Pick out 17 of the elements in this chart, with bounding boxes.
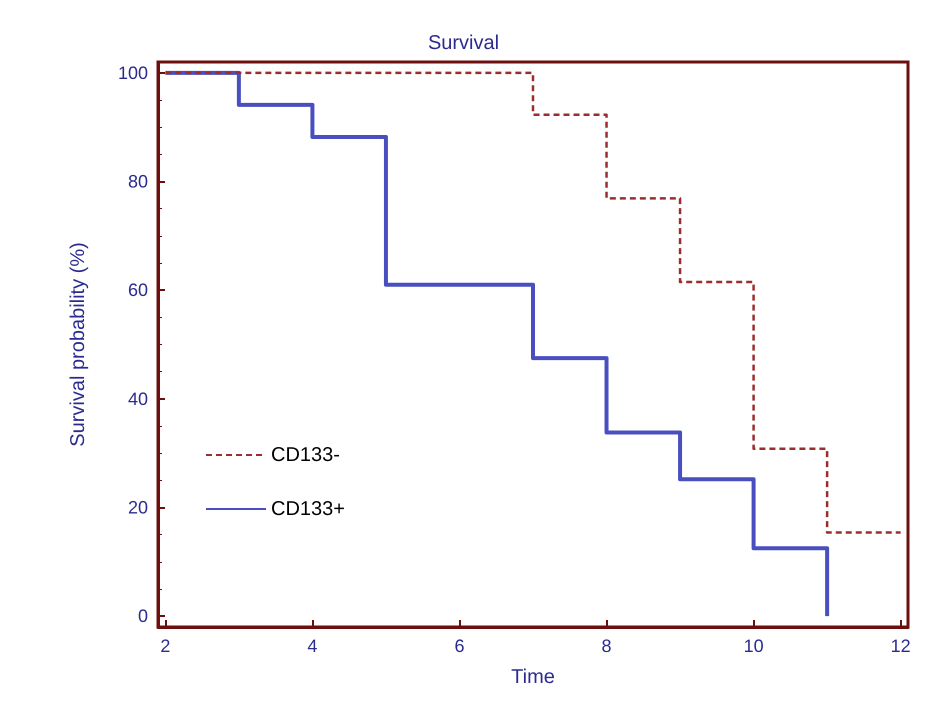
y-axis-title: Survival probability (%) (67, 242, 89, 447)
x-tick-label: 6 (454, 636, 464, 656)
legend-label: CD133- (271, 444, 340, 466)
x-tick-label: 8 (602, 636, 612, 656)
y-tick-label: 100 (118, 62, 148, 83)
y-tick-label: 40 (128, 388, 148, 409)
x-tick-label: 12 (890, 636, 911, 656)
y-tick-label: 0 (138, 606, 148, 626)
y-tick-label: 80 (128, 172, 148, 192)
y-tick-label: 20 (128, 497, 148, 518)
x-tick-label: 10 (744, 636, 764, 656)
legend-label: CD133+ (271, 498, 345, 520)
y-tick-label: 60 (128, 280, 148, 300)
x-axis-title: Time (511, 666, 555, 688)
x-tick-label: 4 (307, 636, 318, 656)
chart-title: Survival (428, 32, 500, 54)
x-tick-label: 2 (160, 636, 170, 656)
